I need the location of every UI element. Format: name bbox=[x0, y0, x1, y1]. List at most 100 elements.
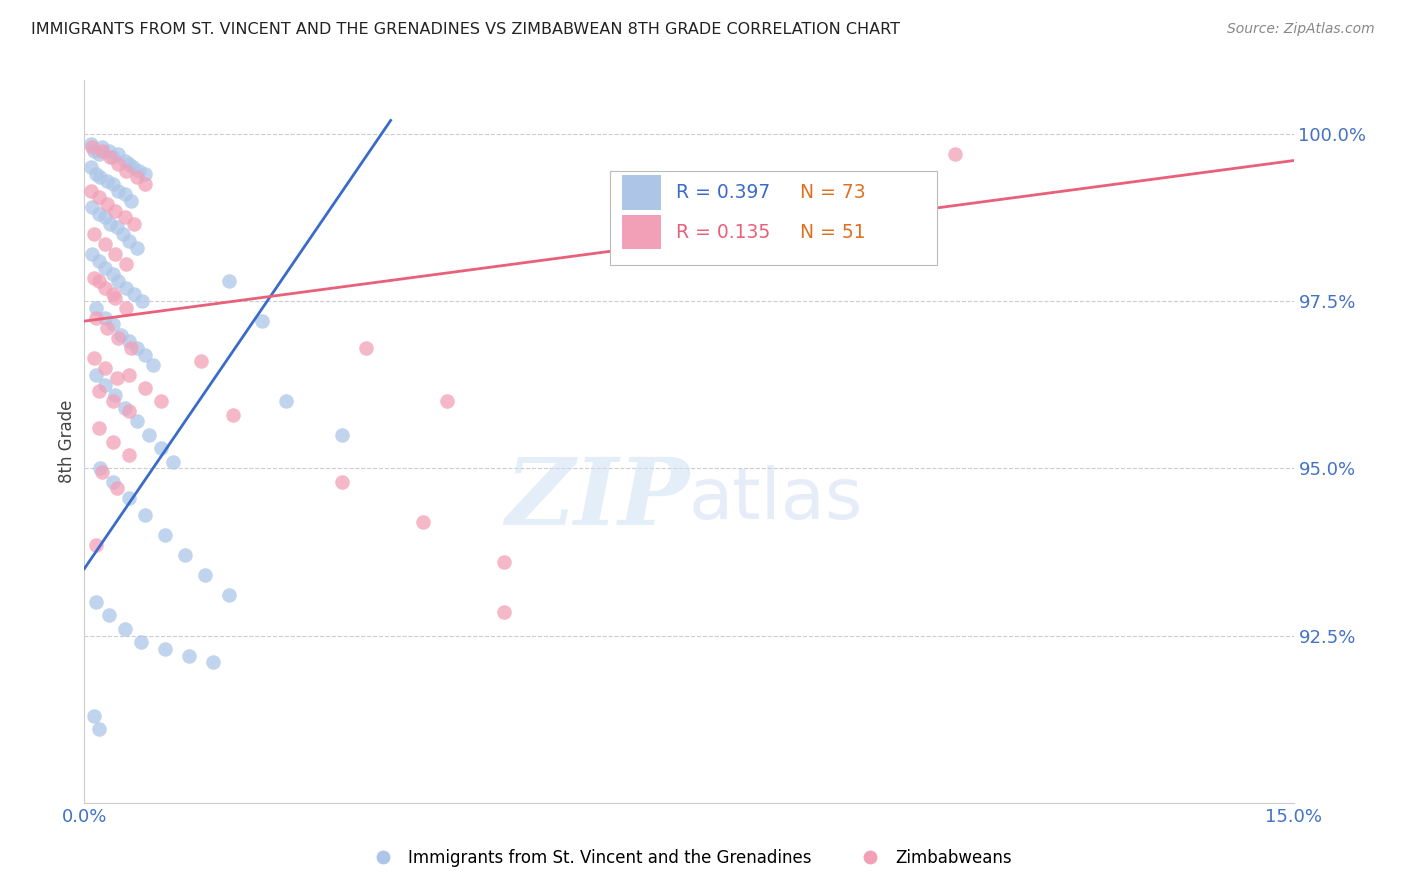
Point bbox=[101, 394, 124, 409]
Point bbox=[114, 211, 136, 225]
Point bbox=[202, 656, 225, 670]
Point bbox=[105, 482, 128, 496]
Point bbox=[87, 207, 110, 221]
Text: Source: ZipAtlas.com: Source: ZipAtlas.com bbox=[1227, 22, 1375, 37]
Point bbox=[101, 475, 124, 489]
Point bbox=[134, 508, 156, 523]
Point bbox=[104, 203, 127, 218]
Point bbox=[142, 358, 165, 372]
Point bbox=[86, 595, 108, 609]
Point bbox=[107, 157, 129, 171]
Point bbox=[121, 161, 143, 175]
Point bbox=[80, 161, 103, 175]
Point bbox=[134, 348, 156, 362]
Point bbox=[101, 268, 124, 282]
Point bbox=[86, 310, 108, 325]
Point bbox=[87, 147, 110, 161]
Point bbox=[118, 404, 141, 418]
Point bbox=[330, 428, 353, 442]
Point bbox=[86, 301, 108, 315]
Point bbox=[125, 241, 148, 255]
Point bbox=[104, 247, 127, 261]
Point bbox=[93, 237, 115, 252]
Point bbox=[330, 475, 353, 489]
Point bbox=[218, 589, 240, 603]
Point bbox=[86, 368, 108, 382]
Text: R = 0.397: R = 0.397 bbox=[676, 183, 770, 202]
Text: N = 51: N = 51 bbox=[800, 222, 866, 242]
Point bbox=[107, 331, 129, 345]
Point bbox=[153, 642, 176, 657]
Point bbox=[115, 257, 138, 271]
Point bbox=[115, 281, 138, 295]
Point bbox=[96, 197, 118, 211]
Point bbox=[87, 190, 110, 204]
Point bbox=[179, 648, 201, 663]
Point bbox=[138, 428, 160, 442]
Point bbox=[82, 247, 104, 261]
Point bbox=[112, 227, 135, 242]
Point bbox=[118, 368, 141, 382]
Point bbox=[174, 549, 197, 563]
Point bbox=[89, 461, 111, 475]
Point bbox=[91, 140, 114, 154]
Point bbox=[118, 448, 141, 462]
Point bbox=[492, 555, 515, 569]
Point bbox=[118, 491, 141, 506]
Point bbox=[93, 361, 115, 376]
Point bbox=[87, 254, 110, 268]
Point bbox=[118, 157, 141, 171]
Point bbox=[82, 140, 104, 154]
Point bbox=[93, 260, 115, 275]
Point bbox=[87, 723, 110, 737]
Point bbox=[89, 170, 111, 185]
Point bbox=[101, 287, 124, 301]
Point bbox=[492, 605, 515, 619]
Point bbox=[86, 167, 108, 181]
Point bbox=[80, 136, 103, 151]
Text: ZIP: ZIP bbox=[505, 454, 689, 544]
Point bbox=[131, 294, 153, 309]
Point bbox=[93, 377, 115, 392]
Point bbox=[125, 341, 148, 355]
Point bbox=[125, 415, 148, 429]
Point bbox=[412, 515, 434, 529]
Point bbox=[87, 274, 110, 288]
Point bbox=[96, 321, 118, 335]
Point bbox=[93, 211, 115, 225]
Point bbox=[114, 401, 136, 416]
Point bbox=[86, 538, 108, 552]
Point bbox=[149, 394, 172, 409]
Point bbox=[87, 421, 110, 435]
Point bbox=[134, 167, 156, 181]
Point bbox=[107, 184, 129, 198]
Point bbox=[82, 201, 104, 215]
Point bbox=[114, 153, 136, 168]
Point bbox=[110, 327, 132, 342]
Point bbox=[83, 144, 105, 158]
Point bbox=[943, 147, 966, 161]
Point bbox=[93, 310, 115, 325]
Point bbox=[97, 144, 120, 158]
Text: N = 73: N = 73 bbox=[800, 183, 866, 202]
Point bbox=[128, 163, 150, 178]
Point bbox=[134, 381, 156, 395]
Point bbox=[222, 408, 245, 422]
Bar bbox=[623, 215, 661, 250]
Point bbox=[97, 608, 120, 623]
Bar bbox=[623, 175, 661, 210]
Point bbox=[218, 274, 240, 288]
Point bbox=[91, 144, 114, 158]
Point bbox=[80, 184, 103, 198]
Point bbox=[115, 301, 138, 315]
Point bbox=[114, 187, 136, 202]
Point bbox=[194, 568, 217, 582]
Y-axis label: 8th Grade: 8th Grade bbox=[58, 400, 76, 483]
Point bbox=[125, 170, 148, 185]
Point bbox=[120, 341, 142, 355]
Point bbox=[105, 371, 128, 385]
Point bbox=[107, 147, 129, 161]
Point bbox=[114, 622, 136, 636]
Point bbox=[149, 442, 172, 456]
Point bbox=[153, 528, 176, 542]
